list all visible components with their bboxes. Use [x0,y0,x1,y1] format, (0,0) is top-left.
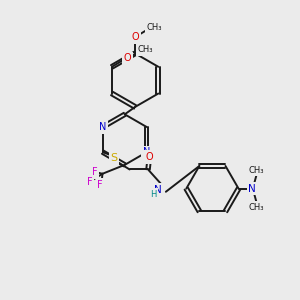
Text: F: F [97,180,103,190]
Text: O: O [124,53,131,64]
Text: S: S [111,153,118,163]
Text: N: N [143,147,150,157]
Text: F: F [87,177,93,187]
Text: H: H [150,190,156,199]
Text: O: O [146,152,153,162]
Text: F: F [92,167,98,177]
Text: CH₃: CH₃ [137,45,153,54]
Text: O: O [131,32,139,42]
Text: N: N [154,185,162,195]
Text: N: N [99,122,106,132]
Text: CH₃: CH₃ [249,202,264,211]
Text: CH₃: CH₃ [249,166,264,175]
Text: N: N [248,184,256,194]
Text: CH₃: CH₃ [147,23,162,32]
